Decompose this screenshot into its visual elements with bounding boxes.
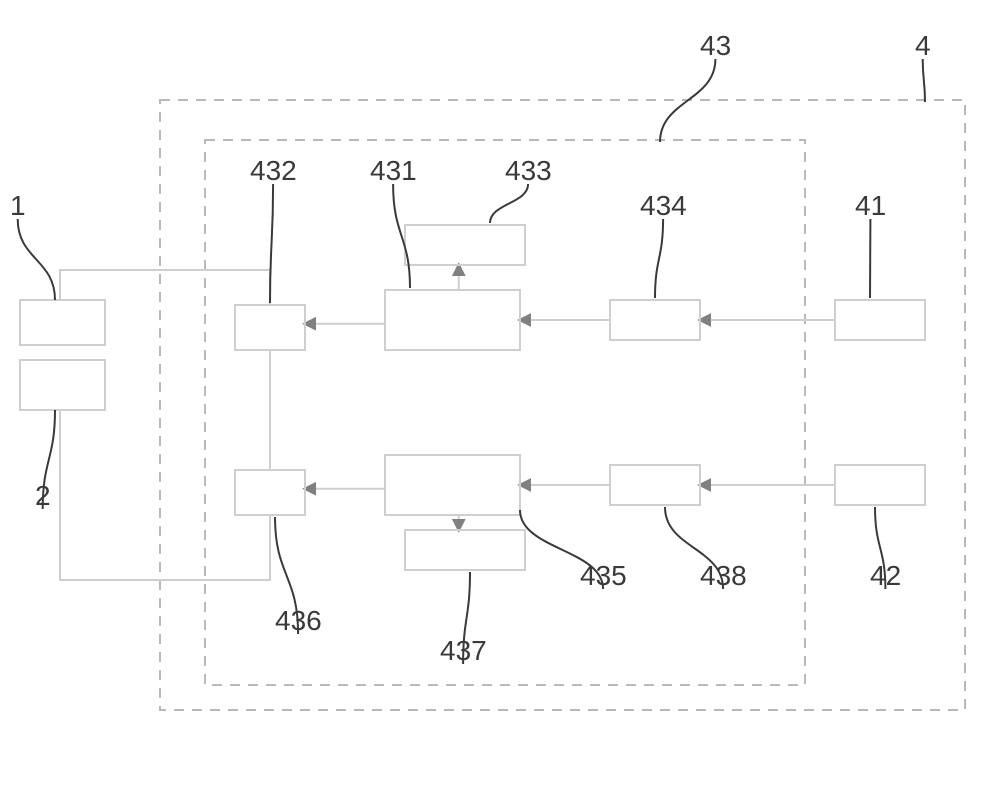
label-437: 437 xyxy=(440,635,487,666)
leader-431 xyxy=(393,184,410,288)
block-438 xyxy=(610,465,700,505)
label-434: 434 xyxy=(640,190,687,221)
leader-1 xyxy=(18,219,55,300)
label-433: 433 xyxy=(505,155,552,186)
label-2: 2 xyxy=(35,480,51,511)
block-434 xyxy=(610,300,700,340)
block-435 xyxy=(385,455,520,515)
block-1 xyxy=(20,300,105,345)
block-41 xyxy=(835,300,925,340)
block-432 xyxy=(235,305,305,350)
label-4: 4 xyxy=(915,30,931,61)
block-431 xyxy=(385,290,520,350)
label-432: 432 xyxy=(250,155,297,186)
leader-432 xyxy=(270,184,273,303)
block-433 xyxy=(405,225,525,265)
label-436: 436 xyxy=(275,605,322,636)
label-438: 438 xyxy=(700,560,747,591)
label-1: 1 xyxy=(10,190,26,221)
block-436 xyxy=(235,470,305,515)
leader-4 xyxy=(923,59,925,102)
connector-line xyxy=(60,410,270,580)
label-435: 435 xyxy=(580,560,627,591)
block-2 xyxy=(20,360,105,410)
block-437 xyxy=(405,530,525,570)
label-41: 41 xyxy=(855,190,886,221)
label-43: 43 xyxy=(700,30,731,61)
block-42 xyxy=(835,465,925,505)
leader-434 xyxy=(655,219,663,298)
label-431: 431 xyxy=(370,155,417,186)
leader-433 xyxy=(490,184,528,223)
label-42: 42 xyxy=(870,560,901,591)
